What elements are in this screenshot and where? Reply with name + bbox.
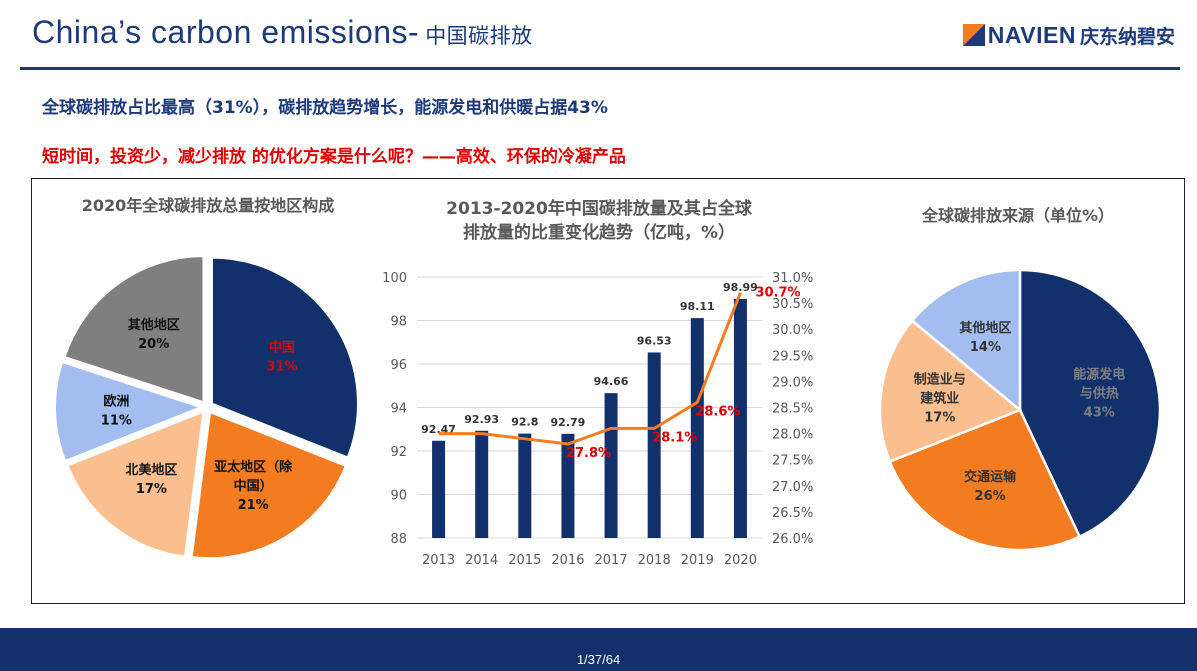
y-axis-right-tick: 31.0% <box>772 271 813 286</box>
pie-slice-label: 亚太地区（除 <box>214 459 293 475</box>
x-axis-tick: 2016 <box>551 553 584 568</box>
pie-slice-value: 11% <box>101 413 132 428</box>
pie-slice <box>66 410 205 558</box>
y-axis-right-tick: 28.0% <box>772 428 813 443</box>
pie-slice-value: 31% <box>266 360 297 375</box>
pie-slice-label: 中国 <box>269 340 295 356</box>
bar-data-label: 92.93 <box>464 413 499 426</box>
page-title-en: China’s carbon emissions- <box>32 14 420 50</box>
page-number: 1/37/64 <box>576 652 621 667</box>
pie-slice <box>1018 268 1162 539</box>
y-axis-left-tick: 94 <box>390 402 407 417</box>
pie-slice-label: 其他地区 <box>128 317 180 333</box>
bar-data-label: 92.8 <box>511 416 538 429</box>
y-axis-left-tick: 90 <box>390 489 407 504</box>
line-data-label: 27.8% <box>566 446 611 461</box>
subtitle-summary: 全球碳排放占比最高（31%），碳排放趋势增长，能源发电和供暖占据43% <box>42 98 608 118</box>
navien-logo-icon <box>962 24 985 46</box>
bar-data-label: 98.99 <box>723 281 758 294</box>
bar-line-title: 排放量的比重变化趋势（亿吨，%） <box>463 222 735 243</box>
x-axis-tick: 2014 <box>465 553 498 568</box>
bar <box>432 440 446 538</box>
bar-line-title: 2013-2020年中国碳排放量及其占全球 <box>446 198 753 219</box>
pie-slice-label: 其他地区 <box>959 320 1011 336</box>
pie-slice <box>878 319 1023 464</box>
bar <box>733 298 747 538</box>
pie-slice-value: 20% <box>138 337 169 352</box>
bar <box>690 318 704 538</box>
bar <box>604 393 618 538</box>
pie1-title: 2020年全球碳排放总量按地区构成 <box>82 196 335 215</box>
bar-data-label: 96.53 <box>637 334 672 347</box>
x-axis-tick: 2017 <box>595 553 628 568</box>
pie-slice-label: 交通运输 <box>964 469 1017 485</box>
y-axis-right-tick: 27.5% <box>772 454 813 469</box>
pie-slice <box>910 268 1022 413</box>
bar-data-label: 94.66 <box>594 375 629 388</box>
header-divider <box>20 67 1180 70</box>
page-title: China’s carbon emissions- 中国碳排放 <box>32 14 533 51</box>
bar-data-label: 98.11 <box>680 300 715 313</box>
pie-slice-label: 中国） <box>234 478 273 494</box>
x-axis-tick: 2019 <box>681 553 714 568</box>
bar-data-label: 92.79 <box>551 416 586 429</box>
logo-cn: 庆东纳碧安 <box>1079 25 1175 48</box>
bar <box>561 433 575 538</box>
y-axis-left-tick: 96 <box>390 358 407 373</box>
bar <box>647 352 661 538</box>
pie-slice-value: 14% <box>970 340 1001 355</box>
pie-slice <box>210 256 359 459</box>
line-data-label: 30.7% <box>755 286 800 301</box>
pie-slice-label: 北美地区 <box>125 462 177 478</box>
y-axis-right-tick: 30.5% <box>772 297 813 312</box>
line-series <box>438 292 742 446</box>
pie-slice-value: 26% <box>975 489 1006 504</box>
bar <box>518 433 532 538</box>
pie-slice-value: 17% <box>136 482 167 497</box>
pie-slice <box>190 410 348 560</box>
y-axis-left-tick: 100 <box>382 271 407 286</box>
logo-text: NAVIEN <box>987 21 1076 48</box>
page-title-cn: 中国碳排放 <box>425 25 533 48</box>
bar <box>475 430 489 538</box>
y-axis-right-tick: 30.0% <box>772 323 813 338</box>
y-axis-left-tick: 88 <box>390 532 407 547</box>
pie-slice-label: 制造业与 <box>914 371 966 387</box>
pie-slice-label: 欧洲 <box>103 393 129 409</box>
y-axis-right-tick: 29.5% <box>772 349 813 364</box>
pie-slice-value: 17% <box>924 410 955 425</box>
pie-chart-1: 中国 31% 亚太地区（除中国） 21% 北美地区 17% 欧洲 11% 其他地区 20% <box>54 255 359 560</box>
pie-slice <box>63 255 205 404</box>
pie-slice <box>54 360 204 463</box>
y-axis-left-tick: 98 <box>390 315 407 330</box>
brand-logo: NAVIEN 庆东纳碧安 <box>962 18 1175 52</box>
subtitle-question: 短时间，投资少，减少排放 的优化方案是什么呢？——高效、环保的冷凝产品 <box>42 147 626 167</box>
y-axis-right-tick: 27.0% <box>772 480 813 495</box>
y-axis-right-tick: 28.5% <box>772 402 813 417</box>
y-axis-right-tick: 29.0% <box>772 375 813 390</box>
pie-slice-label: 建筑业 <box>920 390 959 406</box>
x-axis-tick: 2015 <box>508 553 541 568</box>
y-axis-right-tick: 26.0% <box>772 532 813 547</box>
x-axis-tick: 2020 <box>724 553 757 568</box>
pie-slice-value: 21% <box>238 498 269 513</box>
chart-panel: 2020年全球碳排放总量按地区构成中国 31% 亚太地区（除 中国） 21% 北美地区 17… <box>31 178 1185 604</box>
x-axis-tick: 2018 <box>638 553 671 568</box>
y-axis-right-tick: 26.5% <box>772 506 813 521</box>
pie-slice <box>888 408 1082 552</box>
x-axis-tick: 2013 <box>422 553 455 568</box>
pie-slice-label: 与供热 <box>1080 385 1119 401</box>
footer-bar: 1/37/64 <box>0 628 1197 671</box>
pie2-title: 全球碳排放来源（单位%） <box>921 206 1114 225</box>
line-data-label: 28.1% <box>652 430 697 445</box>
y-axis-left-tick: 92 <box>390 445 407 460</box>
line-data-label: 28.6% <box>695 404 740 419</box>
pie-slice-label: 能源发电 <box>1073 366 1125 382</box>
pie-slice-value: 43% <box>1084 405 1115 420</box>
